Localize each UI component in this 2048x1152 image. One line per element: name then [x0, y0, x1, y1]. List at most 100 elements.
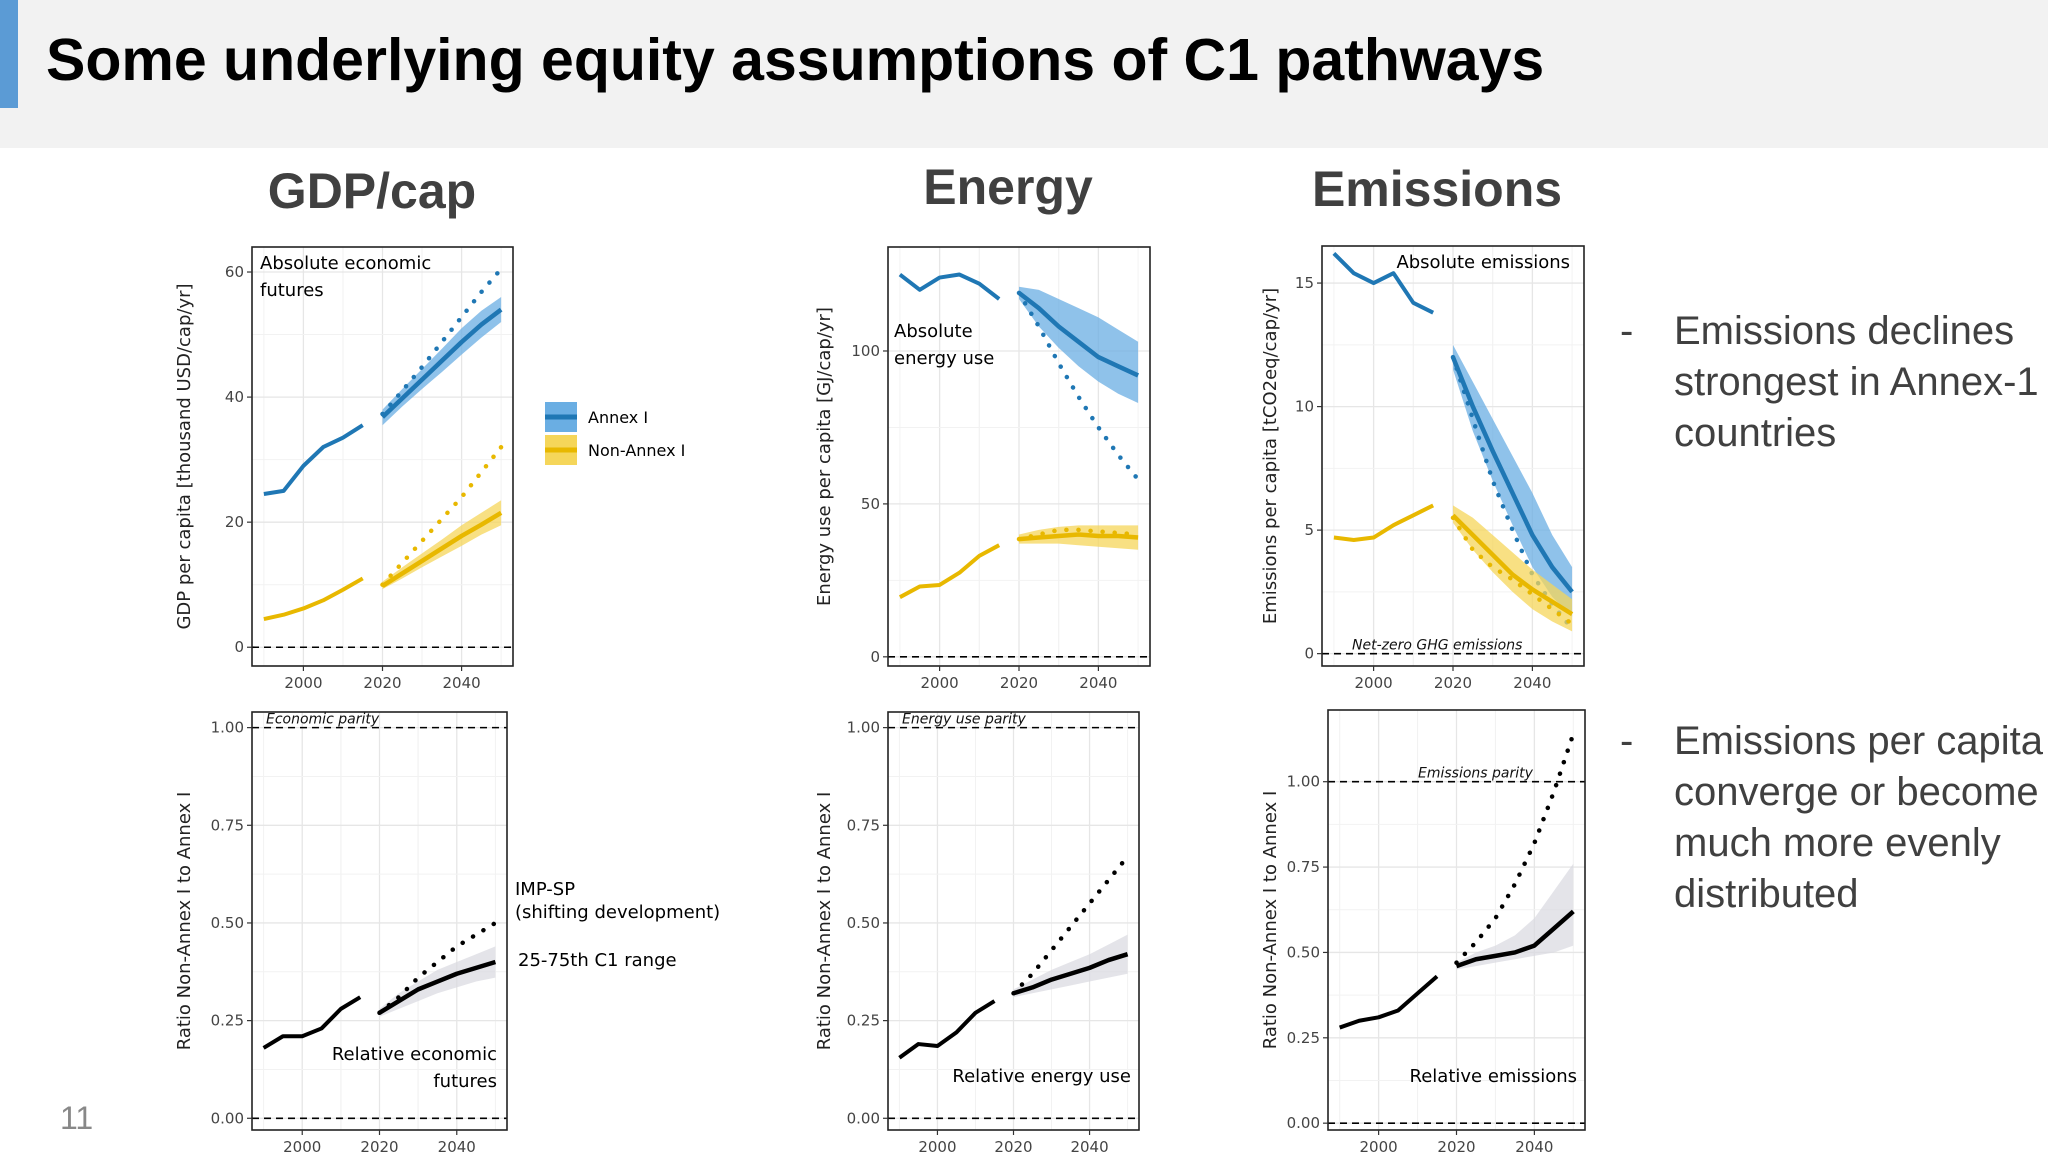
series-range-band: [1453, 505, 1573, 632]
panel-annotation: Absolute energy use: [894, 321, 994, 369]
series-median-line: [1012, 952, 1129, 996]
x-tick-label: 2020: [1000, 674, 1038, 692]
y-tick-label: 0.50: [1287, 943, 1320, 961]
y-tick-label: 0.00: [847, 1109, 880, 1127]
panel-annotation: Absolute emissions: [1396, 252, 1570, 273]
x-tick-label: 2020: [1437, 1138, 1475, 1152]
x-tick-label: 2020: [994, 1138, 1032, 1152]
slide-number: 11: [60, 1100, 94, 1136]
y-tick-label: 0.75: [211, 816, 244, 834]
y-tick-label: 15: [1295, 274, 1314, 292]
header-accent-bar: [0, 0, 18, 108]
y-tick-label: 0.00: [1287, 1114, 1320, 1132]
series-imp-sp-dotted-line: [1016, 527, 1141, 542]
x-tick-label: 2000: [918, 1138, 956, 1152]
series-median-line: [1017, 291, 1140, 378]
x-tick-label: 2020: [1434, 674, 1472, 692]
series-historical-line: [263, 423, 364, 496]
series-historical-line: [898, 999, 996, 1060]
chart-panel-6: 0.00 0.25 0.50 0.75 1.00 2000 2020 2040 Ratio No…: [1260, 709, 1586, 1152]
panel-annotation: Relative economic futures: [332, 1044, 497, 1092]
parity-label: Energy use parity: [902, 712, 1027, 728]
series-median-line: [1450, 356, 1574, 594]
x-tick-label: 2040: [442, 674, 480, 692]
y-tick-label: 20: [225, 513, 244, 531]
series-historical-line: [1332, 251, 1435, 315]
series-median-line: [380, 307, 503, 419]
column-heading-gdp: GDP/cap: [267, 163, 477, 219]
y-axis-label: Ratio Non-Annex I to Annex I: [1260, 791, 1281, 1050]
series-median-line: [1455, 909, 1575, 969]
column-heading-energy: Energy: [923, 159, 1093, 215]
series-imp-sp-dotted-line: [377, 920, 498, 1016]
x-tick-label: 2040: [438, 1138, 476, 1152]
x-tick-label: 2000: [1360, 1138, 1398, 1152]
column-heading-emissions: Emissions: [1311, 161, 1563, 217]
x-tick-label: 2000: [283, 1138, 321, 1152]
panel-annotation: Relative emissions: [1410, 1066, 1577, 1087]
series-historical-line: [263, 576, 364, 622]
panel-annotation: Relative energy use: [952, 1066, 1131, 1087]
series-imp-sp-dotted-line: [380, 266, 504, 417]
x-tick-label: 2020: [363, 674, 401, 692]
y-tick-label: 0.25: [211, 1012, 244, 1030]
chart-panel-3: 0 5 10 15 2000 2020 2040 Emissions per capita […: [1260, 245, 1585, 692]
chart-panel-2: 0 50 100 2000 2020 2040 Energy use per capita …: [814, 246, 1151, 692]
y-tick-label: 40: [225, 388, 244, 406]
y-tick-label: 5: [1304, 521, 1314, 539]
series-range-band: [1456, 863, 1574, 970]
legend-label-annex: Annex I: [588, 408, 648, 427]
series-median-line: [381, 510, 503, 588]
y-tick-label: 0.75: [847, 816, 880, 834]
x-tick-label: 2000: [1355, 674, 1393, 692]
y-tick-label: 0.25: [1287, 1029, 1320, 1047]
y-axis-label: Ratio Non-Annex I to Annex I: [174, 792, 195, 1051]
series-historical-line: [898, 272, 1001, 301]
y-tick-label: 0: [234, 638, 244, 656]
series-historical-line: [898, 543, 1001, 599]
y-tick-label: 50: [861, 495, 880, 513]
y-tick-label: 1.00: [1287, 773, 1320, 791]
imp-sp-annotation: IMP-SP (shifting development): [515, 879, 720, 923]
legend-label-nonannex: Non-Annex I: [588, 441, 685, 460]
y-axis-label: Emissions per capita [tCO2eq/cap/yr]: [1260, 288, 1281, 624]
bullet-2-dash: -: [1620, 719, 1634, 763]
y-tick-label: 0.50: [211, 914, 244, 932]
series-historical-line: [1333, 503, 1435, 542]
slide-title: Some underlying equity assumptions of C1…: [46, 27, 1545, 93]
x-tick-label: 2040: [1513, 674, 1551, 692]
x-tick-label: 2000: [921, 674, 959, 692]
y-axis-label: Energy use per capita [GJ/cap/yr]: [814, 307, 835, 606]
y-tick-label: 0.25: [847, 1012, 880, 1030]
x-tick-label: 2040: [1079, 674, 1117, 692]
y-tick-label: 1.00: [211, 719, 244, 737]
y-tick-label: 1.00: [847, 719, 880, 737]
bullet-1-dash: -: [1620, 309, 1634, 353]
legend: Annex I Non-Annex I: [545, 402, 685, 465]
y-axis-label: GDP per capita [thousand USD/cap/yr]: [174, 283, 195, 629]
y-tick-label: 60: [225, 263, 244, 281]
y-axis-label: Ratio Non-Annex I to Annex I: [814, 792, 835, 1051]
y-tick-label: 100: [851, 342, 880, 360]
y-tick-label: 10: [1295, 398, 1314, 416]
x-tick-label: 2020: [360, 1138, 398, 1152]
y-tick-label: 0: [870, 648, 880, 666]
slide-header: Some underlying equity assumptions of C1…: [0, 0, 2048, 148]
x-tick-label: 2040: [1070, 1138, 1108, 1152]
parity-label: Economic parity: [266, 712, 380, 728]
y-tick-label: 0: [1304, 645, 1314, 663]
parity-label: Emissions parity: [1418, 766, 1534, 782]
bullet-1-text: Emissions declines strongest in Annex-1 …: [1674, 309, 2039, 455]
series-imp-sp-dotted-line: [1016, 290, 1141, 482]
series-median-line: [1451, 513, 1574, 617]
y-tick-label: 0.75: [1287, 858, 1320, 876]
series-imp-sp-dotted-line: [1454, 731, 1576, 965]
x-tick-label: 2000: [284, 674, 322, 692]
bullet-2-text: Emissions per capita converge or become …: [1674, 719, 2044, 916]
series-historical-line: [262, 995, 362, 1050]
series-imp-sp-dotted-line: [1450, 515, 1575, 627]
series-range-band: [1019, 525, 1139, 550]
chart-panel-4: 0.00 0.25 0.50 0.75 1.00 2000 2020 2040 Ratio No…: [174, 711, 508, 1152]
